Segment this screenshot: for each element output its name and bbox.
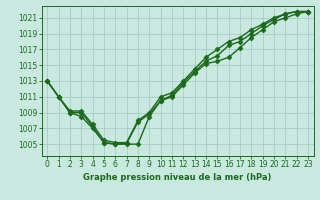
X-axis label: Graphe pression niveau de la mer (hPa): Graphe pression niveau de la mer (hPa) — [84, 173, 272, 182]
